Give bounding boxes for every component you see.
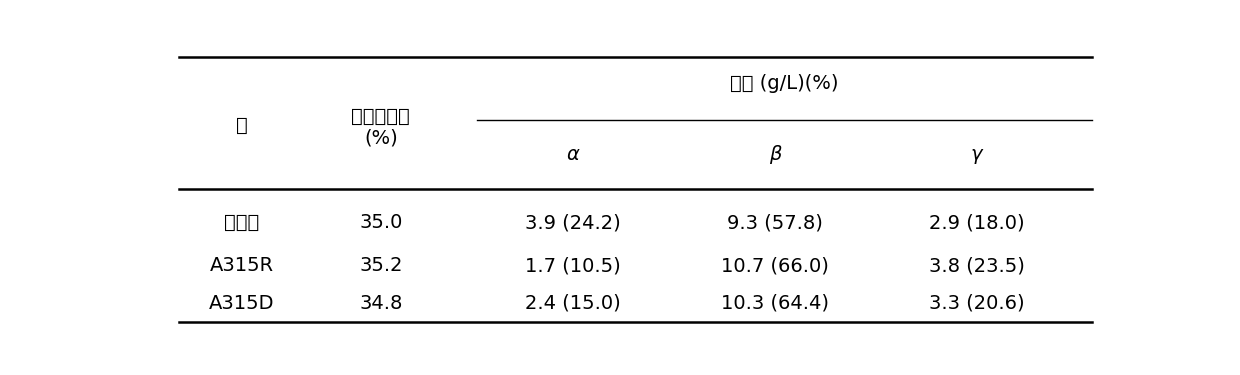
Text: β: β: [769, 145, 781, 164]
Text: 35.2: 35.2: [360, 256, 403, 275]
Text: 野生型: 野生型: [224, 213, 259, 232]
Text: 3.3 (20.6): 3.3 (20.6): [929, 294, 1024, 313]
Text: 产物 (g/L)(%): 产物 (g/L)(%): [730, 75, 838, 93]
Text: 34.8: 34.8: [360, 294, 403, 313]
Text: γ: γ: [971, 145, 982, 164]
Text: 3.8 (23.5): 3.8 (23.5): [929, 256, 1024, 275]
Text: 3.9 (24.2): 3.9 (24.2): [526, 213, 621, 232]
Text: 9.3 (57.8): 9.3 (57.8): [727, 213, 823, 232]
Text: 淠粉转化率
(%): 淠粉转化率 (%): [351, 107, 410, 148]
Text: 1.7 (10.5): 1.7 (10.5): [526, 256, 621, 275]
Text: 10.7 (66.0): 10.7 (66.0): [720, 256, 828, 275]
Text: 2.4 (15.0): 2.4 (15.0): [526, 294, 621, 313]
Text: A315R: A315R: [210, 256, 274, 275]
Text: 10.3 (64.4): 10.3 (64.4): [720, 294, 828, 313]
Text: 35.0: 35.0: [360, 213, 403, 232]
Text: 酶: 酶: [236, 116, 247, 135]
Text: A315D: A315D: [208, 294, 274, 313]
Text: 2.9 (18.0): 2.9 (18.0): [929, 213, 1024, 232]
Text: α: α: [567, 145, 579, 164]
